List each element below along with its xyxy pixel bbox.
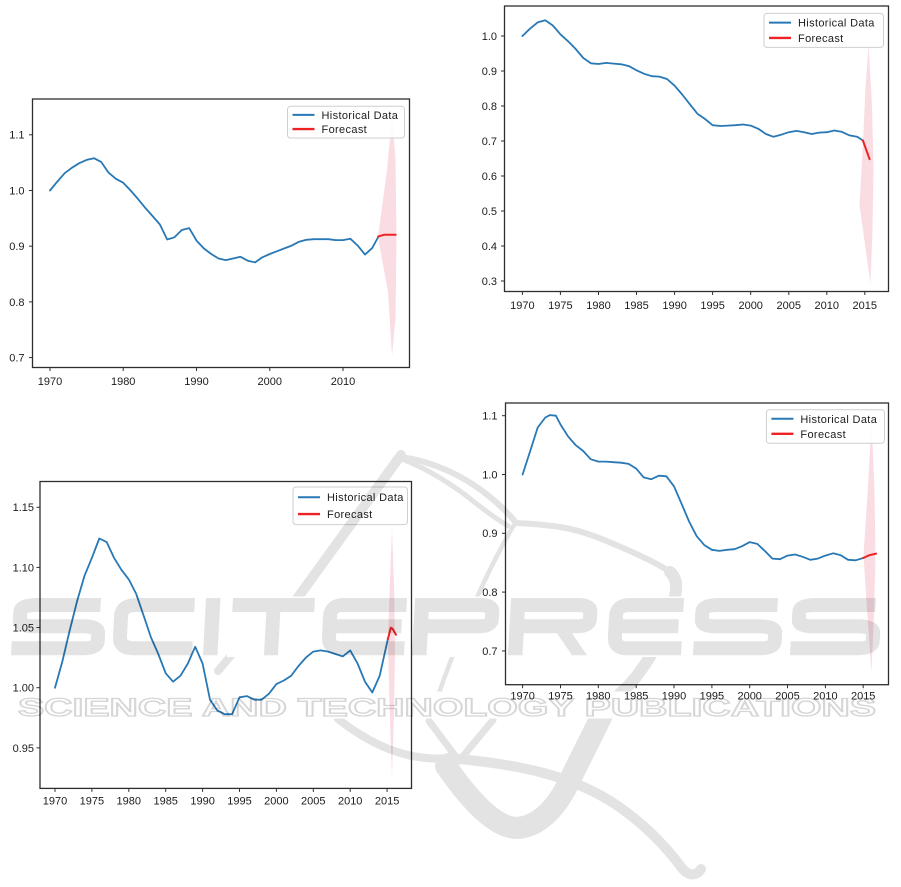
svg-text:2015: 2015 [375, 796, 399, 808]
svg-text:1.15: 1.15 [13, 502, 34, 514]
svg-text:2015: 2015 [853, 300, 877, 312]
svg-text:2005: 2005 [301, 796, 325, 808]
svg-text:Historical Data: Historical Data [322, 110, 399, 122]
svg-text:1975: 1975 [548, 300, 572, 312]
svg-text:Historical Data: Historical Data [798, 18, 875, 30]
svg-text:1990: 1990 [662, 300, 686, 312]
svg-text:1990: 1990 [184, 376, 208, 388]
svg-text:1970: 1970 [43, 796, 67, 808]
svg-text:2000: 2000 [258, 376, 282, 388]
svg-text:1.0: 1.0 [482, 31, 497, 43]
svg-text:1.0: 1.0 [9, 185, 24, 197]
svg-text:1980: 1980 [117, 796, 141, 808]
svg-text:2000: 2000 [264, 796, 288, 808]
svg-text:0.9: 0.9 [482, 66, 497, 78]
svg-text:0.3: 0.3 [482, 276, 497, 288]
svg-text:1995: 1995 [227, 796, 251, 808]
svg-text:0.8: 0.8 [482, 101, 497, 113]
svg-text:0.7: 0.7 [482, 136, 497, 148]
svg-text:2000: 2000 [738, 300, 762, 312]
svg-text:Historical Data: Historical Data [800, 414, 877, 426]
svg-text:2010: 2010 [331, 376, 355, 388]
svg-text:0.6: 0.6 [482, 171, 497, 183]
svg-text:1985: 1985 [153, 796, 177, 808]
svg-text:2010: 2010 [338, 796, 362, 808]
svg-text:0.7: 0.7 [9, 353, 24, 365]
svg-text:0.9: 0.9 [482, 528, 497, 540]
svg-text:1.0: 1.0 [482, 469, 497, 481]
svg-text:0.5: 0.5 [482, 206, 497, 218]
svg-text:1985: 1985 [624, 300, 648, 312]
svg-text:2005: 2005 [777, 300, 801, 312]
svg-text:1970: 1970 [510, 300, 534, 312]
svg-text:1.1: 1.1 [482, 411, 497, 423]
svg-text:1.10: 1.10 [13, 562, 34, 574]
svg-text:0.9: 0.9 [9, 241, 24, 253]
svg-text:Forecast: Forecast [800, 429, 846, 441]
svg-text:Forecast: Forecast [322, 124, 368, 136]
svg-text:0.8: 0.8 [482, 587, 497, 599]
svg-text:Forecast: Forecast [798, 33, 844, 45]
svg-text:1970: 1970 [38, 376, 62, 388]
svg-text:1975: 1975 [80, 796, 104, 808]
svg-text:1990: 1990 [190, 796, 214, 808]
svg-text:1980: 1980 [586, 300, 610, 312]
svg-text:1980: 1980 [111, 376, 135, 388]
svg-text:0.8: 0.8 [9, 297, 24, 309]
svg-text:0.95: 0.95 [13, 743, 34, 755]
svg-text:1.1: 1.1 [9, 130, 24, 142]
svg-text:SCIENCE AND TECHNOLOGY PUBLICA: SCIENCE AND TECHNOLOGY PUBLICATIONS [18, 694, 876, 722]
svg-text:2010: 2010 [815, 300, 839, 312]
svg-text:0.4: 0.4 [482, 241, 497, 253]
svg-text:1995: 1995 [700, 300, 724, 312]
